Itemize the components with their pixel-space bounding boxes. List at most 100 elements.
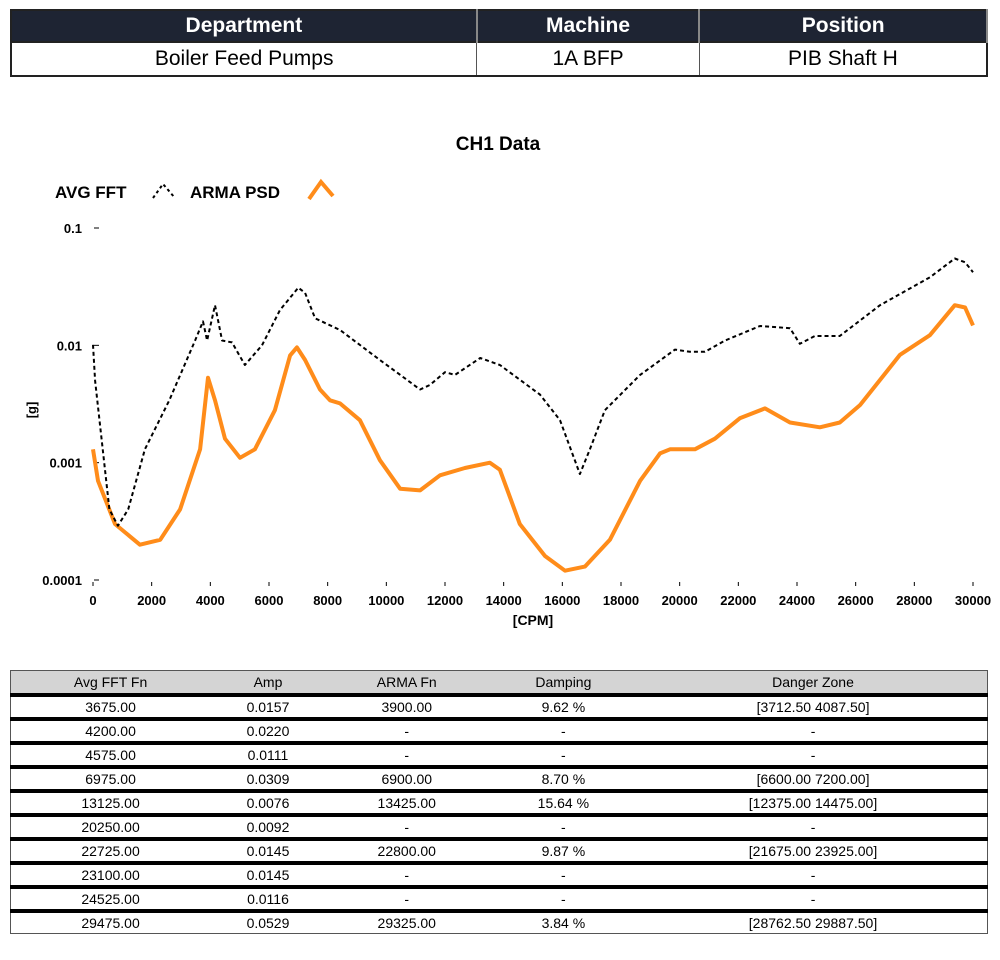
chart-title: CH1 Data [456, 134, 541, 155]
table-row: 3675.00 0.0157 3900.00 9.62 % [3712.50 4087.… [10, 695, 988, 721]
x-tick-label: 16000 [544, 593, 580, 608]
table-cell: 3900.00 [325, 695, 488, 721]
y-tick-label: 0.0001 [42, 573, 82, 588]
x-tick-label: 4000 [196, 593, 225, 608]
x-tick-label: 0 [89, 593, 96, 608]
x-axis-label: [CPM] [513, 612, 553, 628]
y-axis-label: [g] [24, 402, 39, 419]
table-cell: - [325, 743, 488, 769]
table-cell: [6600.00 7200.00] [639, 767, 988, 793]
table-cell: 22725.00 [10, 839, 211, 865]
table-cell: 24525.00 [10, 887, 211, 913]
machine-value: 1A BFP [476, 41, 700, 76]
legend-swatch-arma-psd [307, 178, 335, 201]
table-cell: 3675.00 [10, 695, 211, 721]
table-cell: - [487, 815, 640, 841]
table-cell: 0.0157 [210, 695, 326, 721]
table-cell: 29325.00 [325, 911, 488, 934]
column-header: ARMA Fn [325, 670, 488, 697]
table-row: 4200.00 0.0220- - - [10, 719, 988, 745]
table-cell: 0.0145 [210, 863, 326, 889]
department-header: Department [11, 10, 478, 42]
table-cell: - [487, 743, 640, 769]
y-tick-label: 0.001 [49, 456, 82, 471]
table-cell: 9.87 % [487, 839, 640, 865]
table-row: 4575.00 0.0111- - - [10, 743, 988, 769]
table-cell: - [325, 719, 488, 745]
table-cell: 0.0220 [210, 719, 326, 745]
results-table: Avg FFT Fn Amp ARMA Fn Damping Danger Zone 3… [10, 670, 988, 934]
table-cell: [3712.50 4087.50] [639, 695, 988, 721]
legend-label-arma-psd: ARMA PSD [190, 183, 280, 202]
table-cell: 3.84 % [487, 911, 640, 934]
table-cell: 0.0309 [210, 767, 326, 793]
info-table: Department Machine Position Boiler Feed Pu… [10, 9, 988, 77]
table-cell: - [639, 815, 988, 841]
table-row: 23100.00 0.0145- - - [10, 863, 988, 889]
x-tick-label: 22000 [720, 593, 756, 608]
table-cell: - [487, 887, 640, 913]
table-cell: [28762.50 29887.50] [639, 911, 988, 934]
x-tick-label: 18000 [603, 593, 639, 608]
table-cell: 0.0111 [210, 743, 326, 769]
position-value: PIB Shaft H [699, 41, 988, 76]
x-tick-label: 20000 [662, 593, 698, 608]
table-cell: 13125.00 [10, 791, 211, 817]
avg-fft-line [92, 257, 974, 527]
table-cell: 4575.00 [10, 743, 211, 769]
table-cell: - [639, 887, 988, 913]
table-cell: 0.0116 [210, 887, 326, 913]
table-cell: 4200.00 [10, 719, 211, 745]
table-cell: [12375.00 14475.00] [639, 791, 988, 817]
position-header: Position [699, 10, 988, 42]
x-tick-label: 12000 [427, 593, 463, 608]
table-cell: - [325, 887, 488, 913]
table-cell: - [639, 863, 988, 889]
psd-chart: CH1 Data AVG FFT ARMA PSD 0 2000 4000 6000 8… [24, 134, 991, 628]
table-cell: 8.70 % [487, 767, 640, 793]
x-tick-label: 24000 [779, 593, 815, 608]
column-header: Amp [210, 670, 326, 697]
table-cell: 23100.00 [10, 863, 211, 889]
table-cell: 6975.00 [10, 767, 211, 793]
table-cell: 0.0145 [210, 839, 326, 865]
table-row: 13125.00 0.0076 13425.00 15.64 % [12375.00 1… [10, 791, 988, 817]
x-tick-label: 8000 [313, 593, 342, 608]
department-value: Boiler Feed Pumps [11, 41, 478, 76]
column-header: Danger Zone [639, 670, 988, 697]
table-cell: 20250.00 [10, 815, 211, 841]
table-cell: 0.0092 [210, 815, 326, 841]
table-cell: 22800.00 [325, 839, 488, 865]
column-header: Avg FFT Fn [10, 670, 211, 697]
x-tick-label: 14000 [486, 593, 522, 608]
table-cell: [21675.00 23925.00] [639, 839, 988, 865]
table-cell: 13425.00 [325, 791, 488, 817]
table-row: 29475.00 0.0529 29325.00 3.84 % [28762.50 29… [10, 911, 988, 934]
table-row: 24525.00 0.0116- - - [10, 887, 988, 913]
table-cell: - [325, 863, 488, 889]
table-cell: 6900.00 [325, 767, 488, 793]
legend: AVG FFT ARMA PSD [55, 178, 335, 202]
machine-header: Machine [476, 10, 701, 42]
table-cell: 9.62 % [487, 695, 640, 721]
table-row: 22725.00 0.0145 22800.00 9.87 % [21675.00 23… [10, 839, 988, 865]
x-tick-label: 30000 [955, 593, 991, 608]
table-cell: - [487, 863, 640, 889]
column-header: Damping [487, 670, 640, 697]
x-tick-label: 2000 [137, 593, 166, 608]
table-row: 20250.00 0.0092- - - [10, 815, 988, 841]
x-tick-label: 28000 [896, 593, 932, 608]
table-cell: - [639, 743, 988, 769]
y-tick-label: 0.1 [64, 221, 82, 236]
table-cell: 29475.00 [10, 911, 211, 934]
table-cell: 0.0076 [210, 791, 326, 817]
x-tick-label: 10000 [368, 593, 404, 608]
arma-psd-line [91, 303, 975, 573]
table-cell: - [325, 815, 488, 841]
x-tick-label: 26000 [838, 593, 874, 608]
x-tick-label: 6000 [255, 593, 284, 608]
legend-label-avg-fft: AVG FFT [55, 183, 127, 202]
table-cell: 0.0529 [210, 911, 326, 934]
table-cell: 15.64 % [487, 791, 640, 817]
y-tick-label: 0.01 [57, 338, 82, 353]
